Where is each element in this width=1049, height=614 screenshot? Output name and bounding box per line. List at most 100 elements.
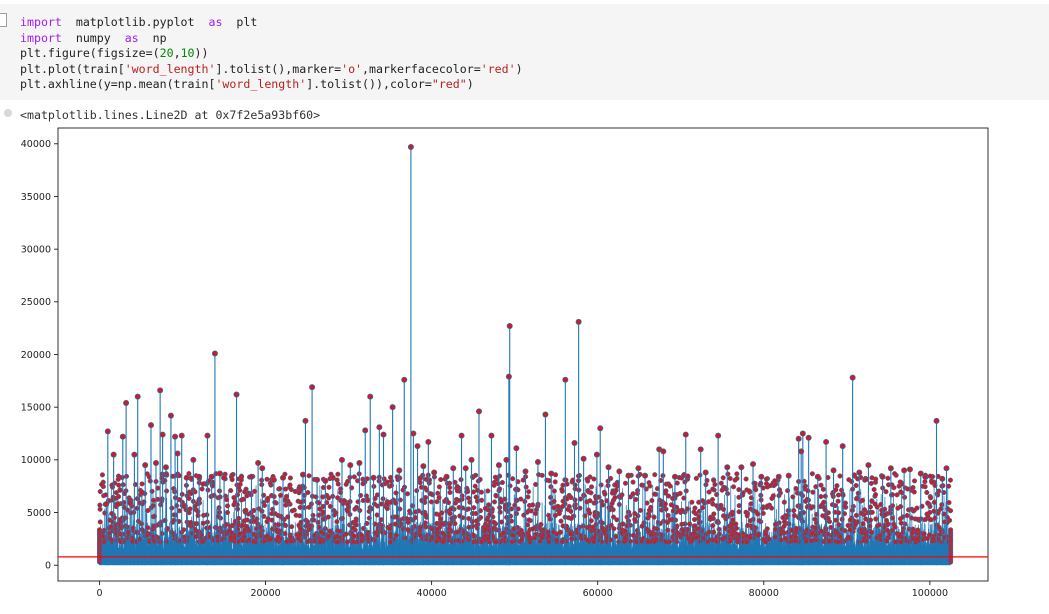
code-token: 'o' — [341, 61, 363, 76]
y-tick-label: 15000 — [21, 402, 51, 413]
dense-marker — [682, 521, 688, 527]
dense-marker — [287, 482, 293, 488]
dense-marker — [200, 481, 206, 487]
dense-marker — [885, 521, 891, 527]
dense-marker — [297, 532, 303, 538]
dense-marker — [305, 490, 311, 496]
peak-marker — [172, 433, 179, 440]
dense-marker — [459, 538, 465, 544]
dense-marker — [353, 518, 359, 524]
dense-marker — [922, 479, 928, 485]
dense-marker — [519, 537, 525, 543]
dense-marker — [303, 523, 309, 529]
dense-marker — [171, 517, 177, 523]
dense-marker — [853, 483, 859, 489]
dense-marker — [687, 521, 693, 527]
dense-marker — [402, 535, 408, 541]
dense-marker — [781, 519, 788, 525]
dense-marker — [434, 499, 440, 505]
dense-marker — [710, 501, 716, 507]
dense-marker — [264, 476, 270, 482]
dense-marker — [689, 499, 695, 505]
dense-marker — [860, 497, 866, 503]
dense-marker — [353, 504, 360, 510]
dense-marker — [751, 480, 757, 486]
dense-marker — [264, 519, 270, 525]
dense-marker — [898, 489, 904, 495]
peak-marker — [410, 430, 417, 437]
dense-marker — [472, 483, 478, 489]
dense-marker — [567, 531, 573, 537]
dense-marker — [117, 487, 123, 493]
dense-marker — [869, 529, 875, 535]
dense-marker — [389, 482, 395, 488]
peak-marker — [152, 460, 159, 467]
dense-marker — [223, 521, 230, 528]
dense-marker — [651, 539, 658, 545]
code-line: plt.axhline(y=np.mean(train['word_length… — [20, 77, 474, 91]
peak-marker — [356, 460, 363, 467]
dense-marker — [249, 539, 255, 545]
code-token: ].tolist()),color= — [306, 77, 432, 92]
y-tick-label: 20000 — [21, 350, 51, 361]
code-cell[interactable]: import matplotlib.pyplot as plt import n… — [0, 4, 1049, 100]
peak-marker — [104, 428, 111, 435]
dense-marker — [341, 498, 347, 504]
dense-marker — [898, 520, 904, 526]
dense-marker — [898, 539, 904, 545]
dense-marker — [259, 533, 265, 539]
dense-marker — [864, 538, 870, 544]
peak-marker — [174, 450, 181, 457]
dense-marker — [647, 483, 653, 489]
code-token: "red" — [431, 77, 467, 92]
dense-marker — [587, 510, 593, 516]
dense-marker — [110, 537, 116, 543]
dense-marker — [835, 498, 841, 504]
dense-marker — [551, 505, 557, 511]
dense-marker — [664, 519, 671, 526]
dense-marker — [665, 527, 671, 533]
dense-marker — [894, 492, 900, 498]
dense-marker — [600, 502, 606, 508]
dense-marker — [651, 514, 657, 520]
peak-marker — [127, 500, 134, 507]
dense-marker — [706, 529, 712, 535]
peak-marker — [468, 456, 475, 463]
dense-marker — [229, 477, 235, 483]
marker-group — [103, 143, 950, 508]
dense-marker — [216, 505, 222, 511]
code-editor[interactable]: import matplotlib.pyplot as plt import n… — [20, 15, 523, 93]
edge-marker — [948, 527, 954, 533]
dense-marker — [99, 481, 105, 487]
dense-marker — [384, 506, 390, 512]
dense-marker — [755, 511, 761, 517]
peak-marker — [750, 461, 757, 468]
dense-marker — [186, 495, 192, 501]
dense-marker — [400, 516, 406, 522]
dense-marker — [199, 486, 205, 492]
dense-marker — [709, 497, 716, 503]
dense-marker — [345, 508, 351, 514]
dense-marker — [326, 484, 332, 490]
dense-marker — [145, 525, 151, 531]
dense-marker — [479, 539, 485, 545]
dense-marker — [865, 510, 871, 516]
dense-marker — [868, 517, 874, 523]
peak-marker — [939, 475, 946, 482]
dense-marker — [335, 471, 341, 477]
dense-marker — [553, 537, 560, 543]
dense-marker — [745, 522, 751, 528]
dense-marker — [497, 473, 503, 479]
dense-marker — [335, 495, 341, 501]
dense-marker — [489, 526, 495, 532]
peak-marker — [856, 469, 863, 476]
dense-marker — [489, 506, 495, 512]
dense-marker — [491, 519, 497, 525]
dense-marker — [421, 522, 427, 528]
dense-marker — [563, 477, 569, 483]
dense-marker — [528, 508, 534, 514]
peak-marker — [138, 489, 145, 496]
code-token: import — [20, 30, 62, 45]
dense-marker — [668, 502, 674, 508]
dense-marker — [351, 533, 357, 539]
